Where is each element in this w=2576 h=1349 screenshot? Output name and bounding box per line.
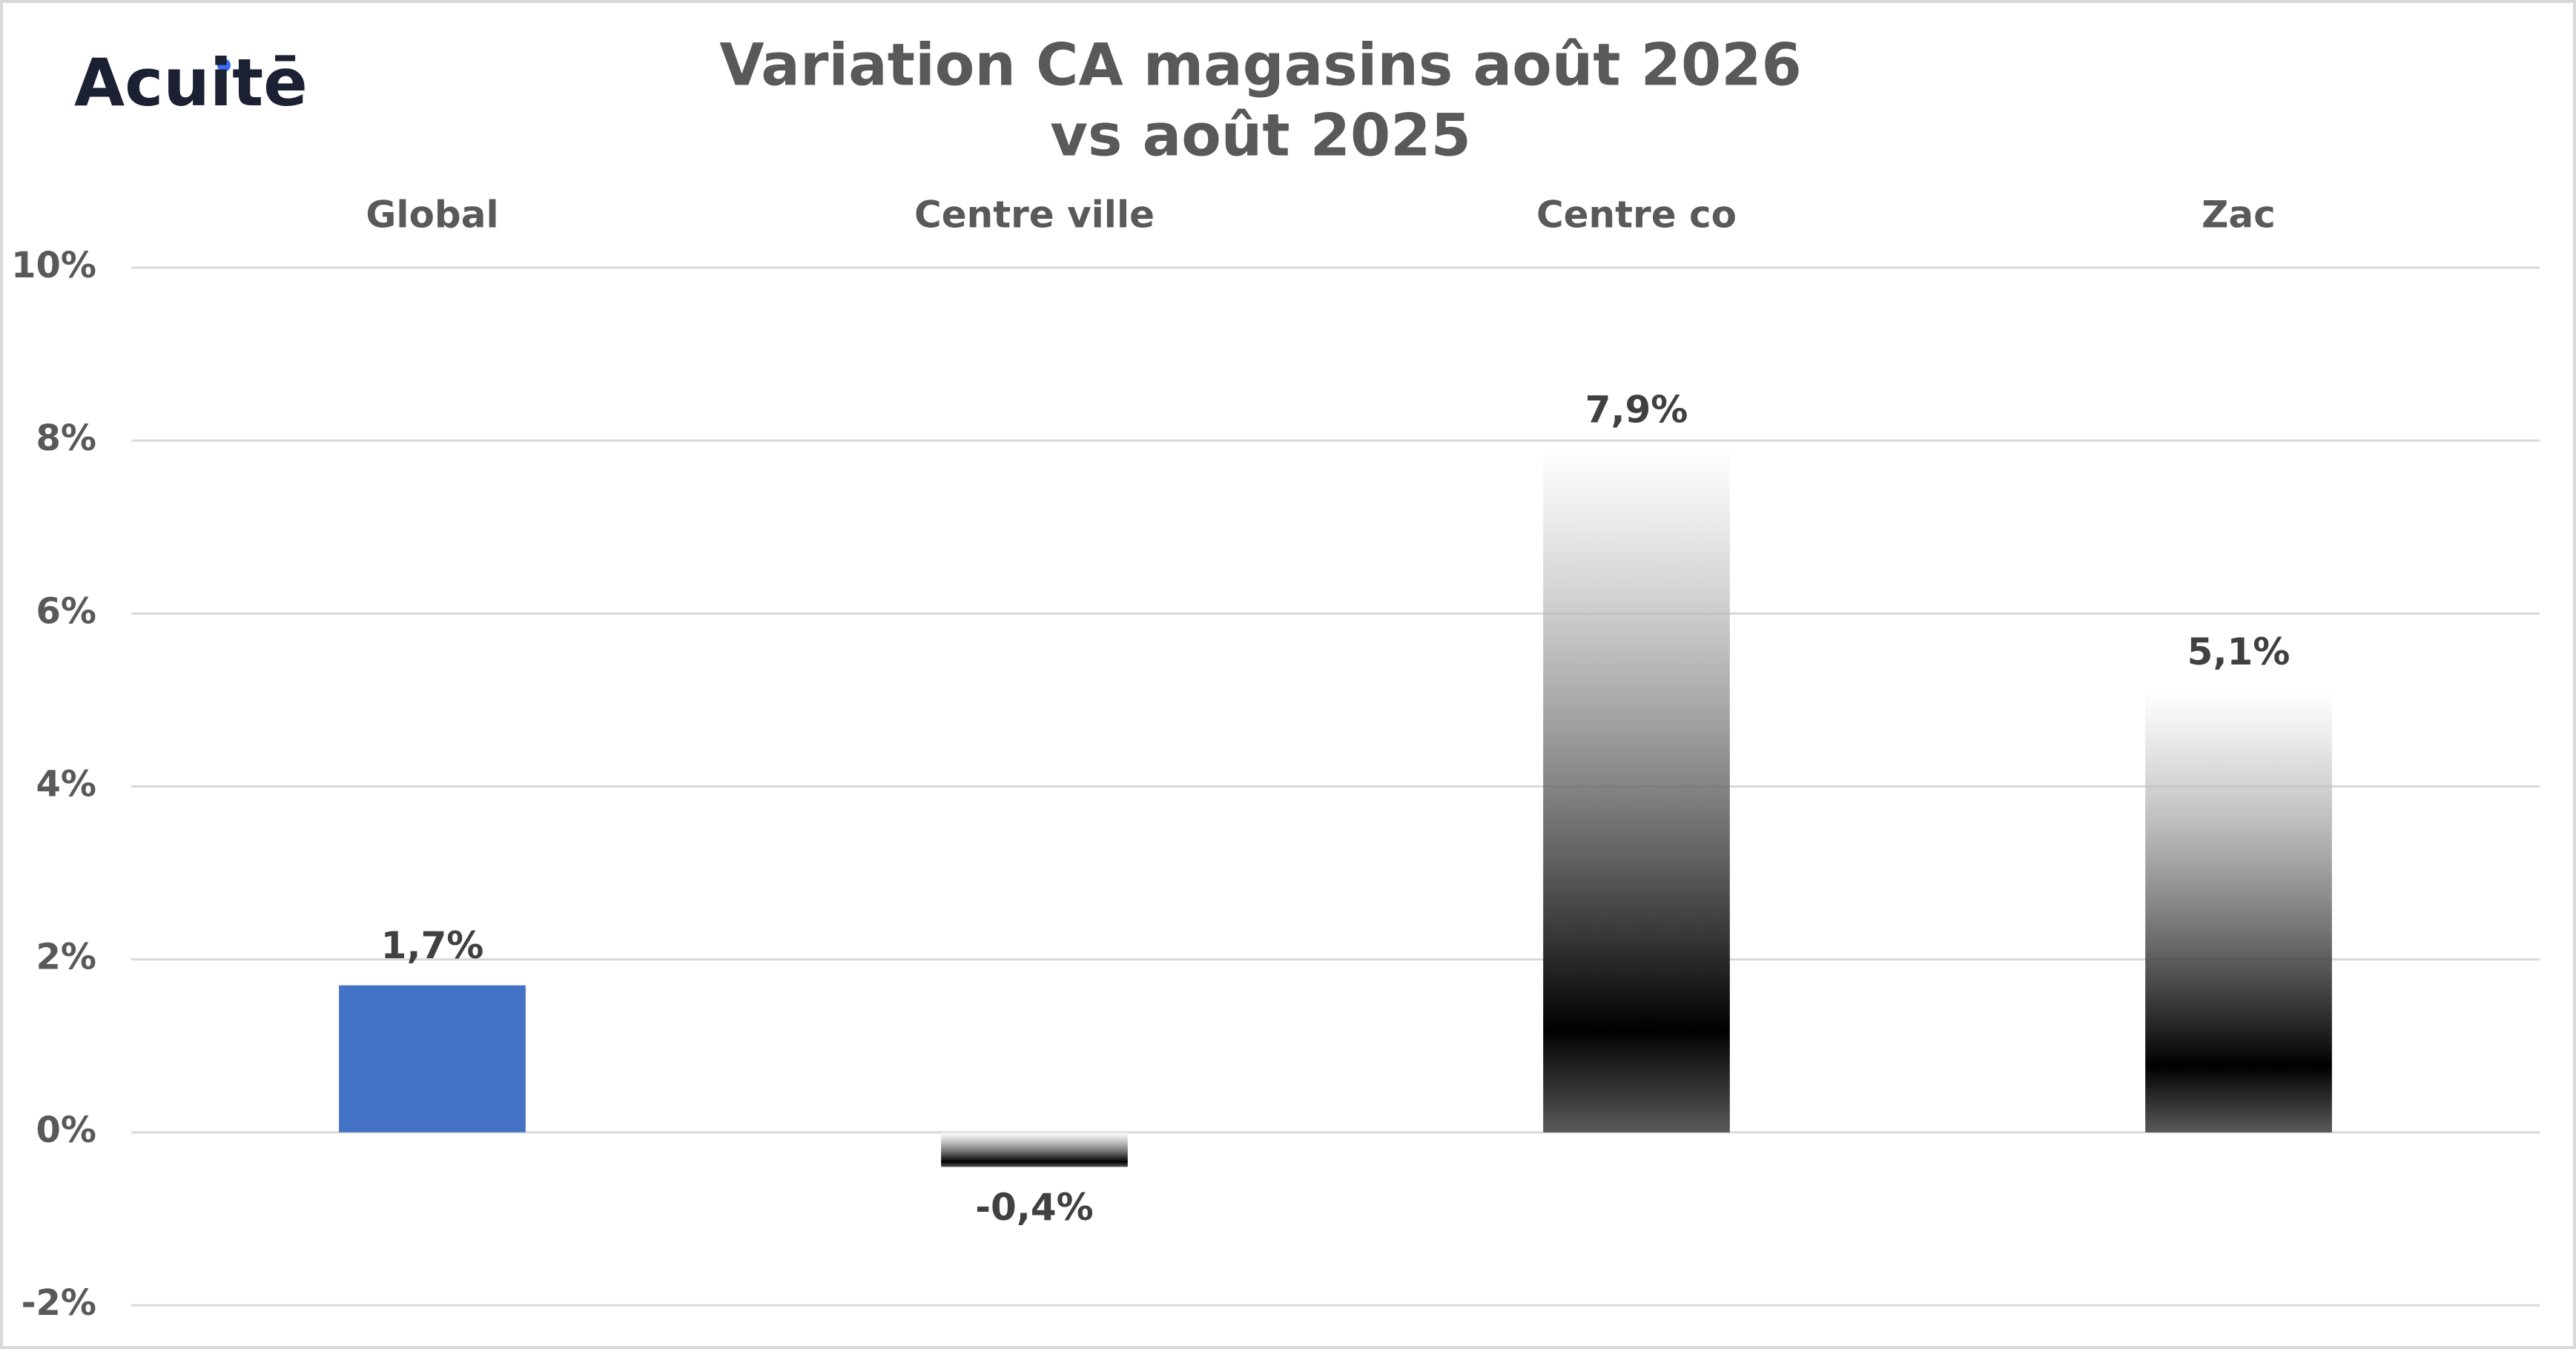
- chart-title: Variation CA magasins août 2026: [719, 32, 1802, 99]
- bar: [339, 985, 526, 1132]
- value-label: 7,9%: [1585, 388, 1688, 431]
- logo-dot: [217, 59, 231, 72]
- y-tick-label: 8%: [36, 418, 97, 459]
- value-label: 5,1%: [2187, 630, 2291, 673]
- y-tick-label: 6%: [36, 590, 97, 632]
- bar: [1543, 449, 1730, 1132]
- value-label: -0,4%: [975, 1186, 1093, 1229]
- logo: Acuitē: [74, 44, 308, 121]
- y-tick-label: 2%: [36, 937, 97, 978]
- y-tick-label: 0%: [36, 1109, 97, 1151]
- y-tick-label: 4%: [36, 764, 97, 805]
- x-tick-label: Global: [366, 194, 498, 237]
- y-tick-label: 10%: [11, 245, 96, 286]
- bar: [941, 1132, 1128, 1167]
- y-tick-label: -2%: [22, 1282, 96, 1324]
- value-label: 1,7%: [381, 924, 484, 967]
- x-tick-label: Zac: [2202, 194, 2276, 237]
- bar: [2145, 691, 2332, 1132]
- x-tick-label: Centre ville: [914, 194, 1155, 237]
- chart-title: vs août 2025: [1050, 102, 1471, 169]
- x-tick-label: Centre co: [1536, 194, 1737, 237]
